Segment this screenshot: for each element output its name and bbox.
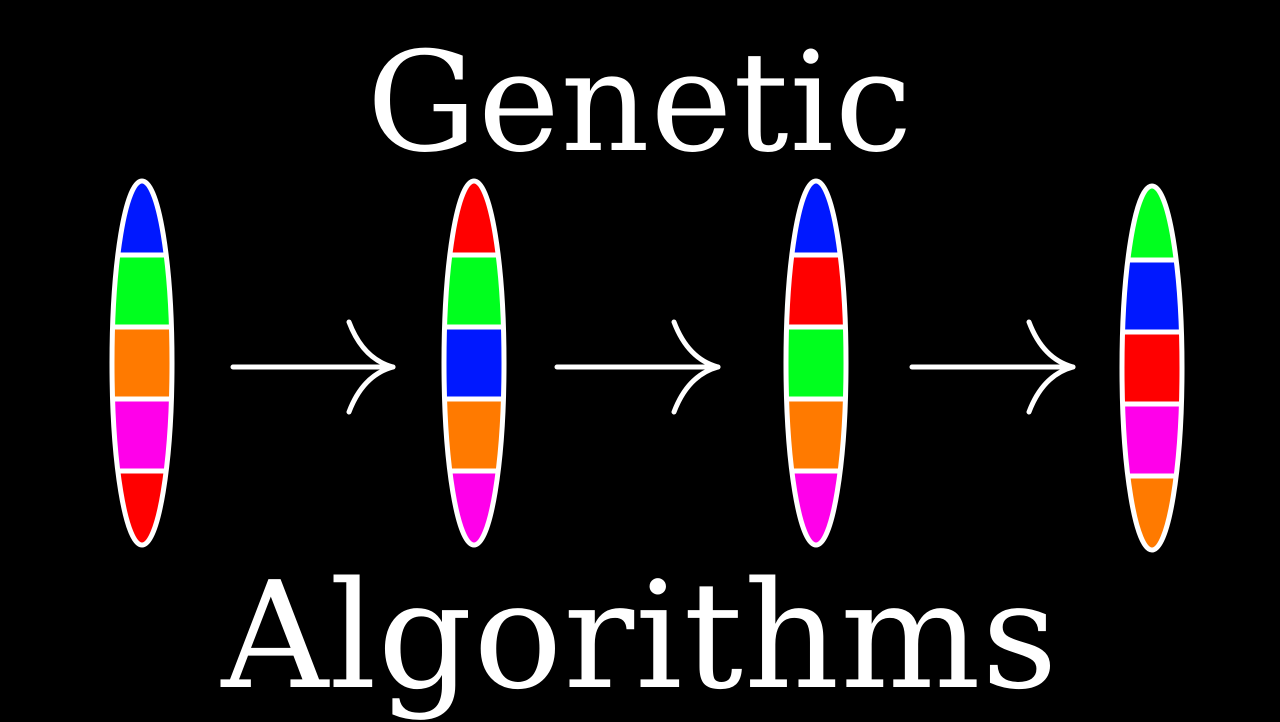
chromosome-2 — [441, 178, 507, 548]
gene-green — [446, 257, 502, 325]
chromosome-4 — [1119, 183, 1185, 553]
title-genetic: Genetic — [366, 22, 914, 183]
gene-green — [114, 257, 170, 325]
gene-red — [788, 257, 844, 325]
arrow-head — [346, 319, 396, 415]
chromosome-2-outline — [441, 178, 507, 548]
chromosome-3-outline — [783, 178, 849, 548]
chromosome-4-outline — [1119, 183, 1185, 553]
title-algorithms: Algorithms — [221, 550, 1059, 722]
arrow-head — [1026, 319, 1076, 415]
gene-magenta — [114, 401, 170, 469]
gene-blue — [1124, 262, 1180, 330]
gene-orange — [446, 401, 502, 469]
arrow-3 — [909, 319, 1076, 415]
arrow-2 — [554, 319, 721, 415]
chromosome-1-outline — [109, 178, 175, 548]
gene-green — [788, 329, 844, 397]
arrow-1 — [230, 319, 396, 415]
chromosome-3 — [783, 178, 849, 548]
gene-blue — [446, 329, 502, 397]
gene-red — [1124, 334, 1180, 402]
gene-orange — [114, 329, 170, 397]
gene-magenta — [1124, 406, 1180, 474]
arrow-head — [671, 319, 721, 415]
gene-orange — [788, 401, 844, 469]
chromosome-1 — [109, 178, 175, 548]
